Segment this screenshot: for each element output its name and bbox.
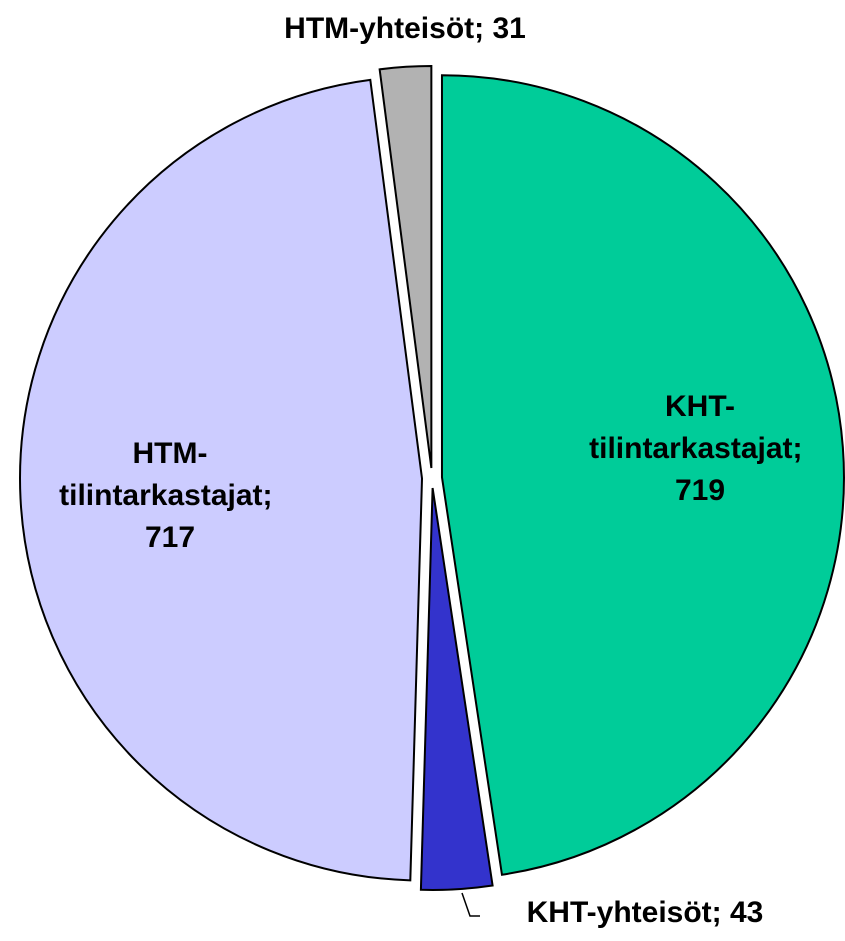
slice-label: HTM-tilintarkastajat; 717 (59, 437, 281, 554)
slice-label: KHT-yhteisöt; 43 (527, 896, 764, 929)
pie-slice (378, 65, 433, 469)
pie-slice (19, 78, 424, 882)
leader-line (461, 892, 480, 917)
slice-label: HTM-yhteisöt; 31 (284, 12, 526, 45)
pie-slice (440, 74, 845, 876)
pie-slice (419, 487, 494, 891)
slice-label: KHT-tilintarkastajat; 719 (589, 390, 811, 507)
